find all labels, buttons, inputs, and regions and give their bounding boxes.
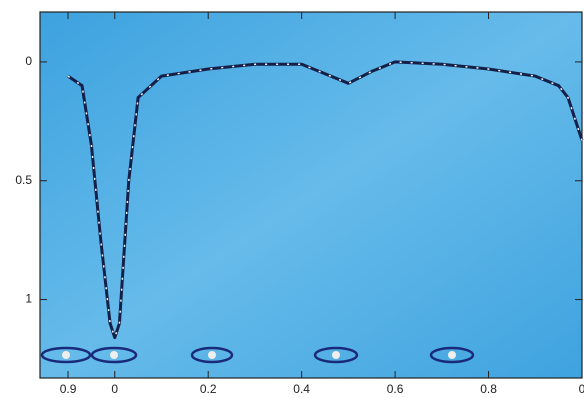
plot-area: [39, 11, 583, 379]
x-tick-label: 0.8: [480, 382, 497, 396]
binary-icons: [40, 346, 475, 364]
x-tick-label: 0.4: [293, 382, 310, 396]
x-tick-label: 0: [579, 382, 584, 396]
y-tick-label: 0: [25, 54, 32, 68]
y-tick-label: 0.5: [15, 173, 32, 187]
light-curve-dots: [67, 61, 583, 341]
x-tick-label: 0.9: [60, 382, 77, 396]
x-tick-label: 0: [111, 382, 118, 396]
y-tick-label: 1: [25, 292, 32, 306]
x-tick-label: 0.6: [387, 382, 404, 396]
x-tick-label: 0.2: [200, 382, 217, 396]
